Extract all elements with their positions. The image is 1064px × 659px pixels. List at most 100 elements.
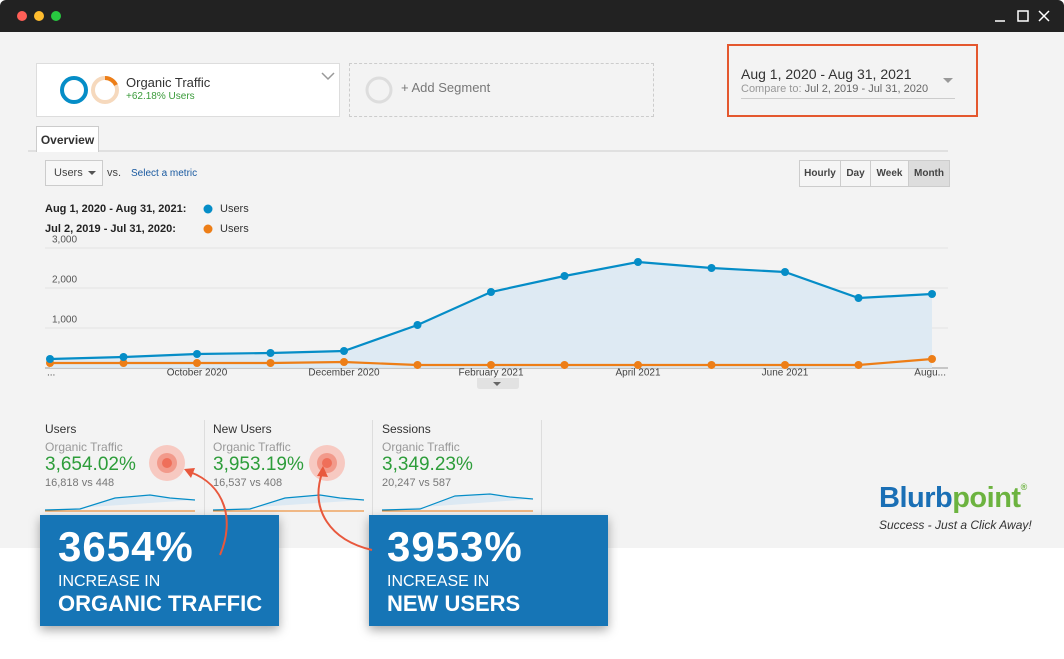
card-change: 3,654.02% <box>45 454 136 475</box>
point <box>413 321 422 329</box>
point <box>119 353 128 361</box>
y-tick-label: 1,000 <box>52 315 77 326</box>
date-arrow <box>943 78 953 83</box>
point <box>487 361 495 369</box>
brand-mark: ® <box>1020 482 1028 492</box>
card-comparison: 16,537 vs 408 <box>213 477 283 489</box>
callout-value: 3654% <box>58 523 194 570</box>
date-compare: Compare to: Jul 2, 2019 - Jul 31, 2020 <box>741 83 928 95</box>
window-minimize-dot[interactable] <box>34 11 44 21</box>
legend-label: Users <box>220 203 249 215</box>
date-range[interactable]: Aug 1, 2020 - Aug 31, 2021 Compare to: J… <box>727 44 978 117</box>
compare-label: Compare to: <box>741 83 802 95</box>
callout: 3953% INCREASE IN NEW USERS <box>369 515 608 626</box>
segment-donut <box>60 76 88 104</box>
card-comparison: 20,247 vs 587 <box>382 477 452 489</box>
callout: 3654% INCREASE IN ORGANIC TRAFFIC <box>40 515 279 626</box>
collapse-arrow <box>493 382 501 386</box>
date-underline <box>741 98 955 99</box>
point <box>928 290 936 298</box>
point <box>854 361 863 369</box>
point <box>707 264 716 272</box>
metric-label: Users <box>54 167 83 179</box>
point <box>928 355 936 363</box>
x-tick-label: Augu... <box>914 368 946 379</box>
title-bar <box>0 0 1064 32</box>
decorations <box>44 445 534 512</box>
card-segment: Organic Traffic <box>45 440 123 454</box>
segment-change: +62.18% Users <box>126 91 195 102</box>
point <box>119 359 128 367</box>
point <box>266 349 275 357</box>
point <box>193 350 201 358</box>
segment-box[interactable]: Organic Traffic +62.18% Users <box>36 63 340 117</box>
window-zoom-dot[interactable] <box>51 11 61 21</box>
point <box>487 288 495 296</box>
point <box>46 355 54 363</box>
legend-swatch <box>203 204 213 214</box>
x-tick-label: February 2021 <box>458 368 523 379</box>
granularity-button[interactable]: Week <box>870 160 909 187</box>
scorecard: Users Organic Traffic 3,654.02% 16,818 v… <box>45 420 205 515</box>
scorecard: New Users Organic Traffic 3,953.19% 16,5… <box>213 420 373 515</box>
granularity-button[interactable]: Month <box>908 160 950 187</box>
compare-range: Jul 2, 2019 - Jul 31, 2020 <box>804 83 929 95</box>
brand-name: Blurb <box>879 482 953 514</box>
dropdown-arrow <box>88 171 96 175</box>
point <box>560 272 569 280</box>
x-tick-label: October 2020 <box>167 368 228 379</box>
point <box>340 358 348 366</box>
metric-dropdown[interactable]: Users <box>45 160 103 186</box>
arrowhead <box>317 466 328 477</box>
callout-line: NEW USERS <box>387 591 521 616</box>
callout-line: INCREASE IN <box>58 573 161 590</box>
point <box>193 359 201 367</box>
point <box>340 347 348 355</box>
pulse-dot <box>162 458 172 468</box>
brand-name: point <box>952 482 1021 514</box>
card-divider <box>541 420 542 515</box>
add-segment-icon <box>365 76 393 104</box>
granularity-button[interactable]: Hourly <box>799 160 841 187</box>
legend-period: Aug 1, 2020 - Aug 31, 2021: <box>45 203 186 215</box>
add-segment-label: + Add Segment <box>401 80 491 95</box>
add-segment-circle <box>365 76 393 104</box>
x-tick-label: April 2021 <box>615 368 660 379</box>
point <box>781 268 789 276</box>
card-divider <box>372 420 373 515</box>
window-close-dot[interactable] <box>17 11 27 21</box>
callout-line: ORGANIC TRAFFIC <box>58 591 263 616</box>
granularity-button[interactable]: Day <box>840 160 871 187</box>
card-comparison: 16,818 vs 448 <box>45 477 115 489</box>
point <box>634 258 642 266</box>
brand-logo: Blurbpoint® <box>879 482 1027 515</box>
point <box>707 361 716 369</box>
segment-chevron[interactable] <box>321 72 335 81</box>
card-metric: Users <box>45 422 77 436</box>
date-arrow-shape <box>943 78 953 83</box>
y-tick-label: 3,000 <box>52 235 77 246</box>
tab[interactable]: Overview <box>36 126 99 152</box>
point <box>634 361 642 369</box>
brand-tagline: Success - Just a Click Away! <box>879 518 1032 532</box>
scorecard: Sessions Organic Traffic 3,349.23% 20,24… <box>382 420 542 515</box>
x-tick-label: December 2020 <box>308 368 380 379</box>
card-metric: New Users <box>213 422 272 436</box>
point <box>854 294 863 302</box>
select-metric[interactable]: Select a metric <box>131 168 198 179</box>
callout-arrow <box>317 472 373 551</box>
sparkline <box>212 494 365 511</box>
arrows <box>184 466 373 556</box>
callout-arrow <box>189 471 228 556</box>
segment-icons <box>60 72 335 104</box>
close-button[interactable] <box>1038 10 1050 22</box>
add-segment[interactable]: + Add Segment <box>349 63 654 117</box>
pulse-dot <box>322 458 332 468</box>
callout-value: 3953% <box>387 523 523 570</box>
card-change: 3,953.19% <box>213 454 304 475</box>
legend-period: Jul 2, 2019 - Jul 31, 2020: <box>45 223 176 235</box>
maximize-button[interactable] <box>1017 10 1029 22</box>
point <box>560 361 569 369</box>
sparkline <box>44 494 196 511</box>
